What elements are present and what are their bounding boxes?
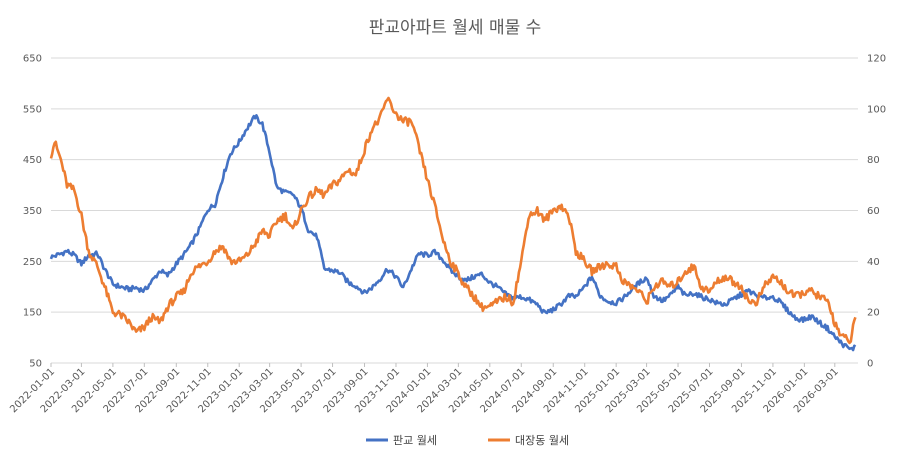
y-left-tick-label: 250 <box>23 257 42 268</box>
y-left-tick-label: 450 <box>23 155 42 166</box>
series-line-2 <box>49 96 857 345</box>
plot-area <box>49 96 857 352</box>
x-axis: 2022-01-012022-03-012022-05-012022-07-01… <box>8 363 841 415</box>
y-left-tick-label: 350 <box>23 206 42 217</box>
y-axis-left: 50 150 250 350 450 550 650 <box>23 54 42 370</box>
y-right-tick-label: 120 <box>867 54 886 65</box>
y-left-tick-label: 650 <box>23 54 42 65</box>
y-right-tick-label: 0 <box>867 359 873 370</box>
chart-title: 판교아파트 월세 매물 수 <box>369 18 542 38</box>
gridlines <box>51 57 858 364</box>
y-right-tick-label: 100 <box>867 104 886 115</box>
y-left-tick-label: 150 <box>23 308 42 319</box>
y-right-tick-label: 20 <box>867 308 880 319</box>
legend-label-2: 대장동 월세 <box>515 434 569 447</box>
y-left-tick-label: 50 <box>29 359 42 370</box>
y-right-tick-label: 40 <box>867 257 880 268</box>
y-axis-right: 0 20 40 60 80 100 120 <box>867 54 886 370</box>
y-right-tick-label: 60 <box>867 206 880 217</box>
y-left-tick-label: 550 <box>23 104 42 115</box>
y-right-tick-label: 80 <box>867 155 880 166</box>
legend: 판교 월세 대장동 월세 <box>366 434 569 447</box>
series-line-1 <box>49 114 857 352</box>
legend-label-1: 판교 월세 <box>393 434 437 447</box>
